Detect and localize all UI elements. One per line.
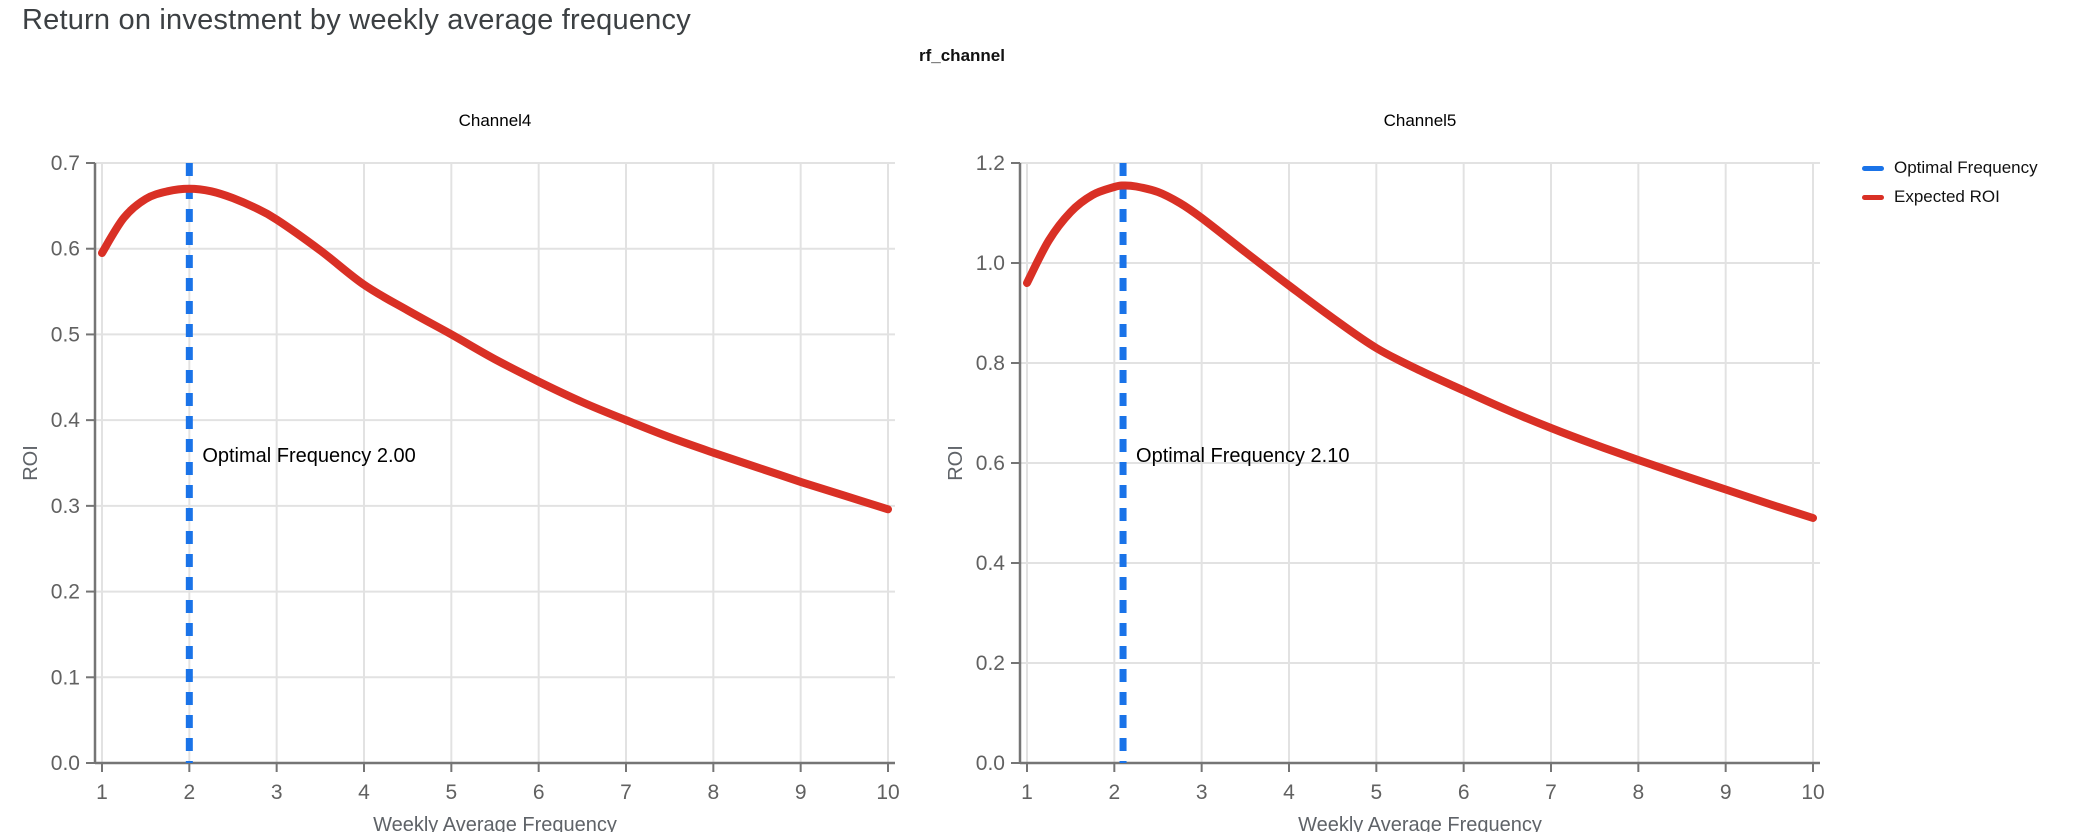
subplot-title: Channel5 bbox=[1384, 111, 1457, 130]
chart-channel4: 1 2 3 4 5 6 7 8 9 10 0.0 0.1 0.2 0.3 0.4 0.5 0.6 0.7 Chann… bbox=[15, 92, 950, 836]
x-tick-label: 8 bbox=[707, 781, 719, 804]
chart-channel5: 1 2 3 4 5 6 7 8 9 10 0.0 0.2 0.4 0.6 0.8 1.0 1.2 Channel5… bbox=[940, 92, 1875, 836]
y-tick-label: 0.6 bbox=[51, 238, 80, 261]
y-axis-title: ROI bbox=[945, 445, 967, 481]
optimal-frequency-legend-swatch-icon bbox=[1862, 165, 1884, 171]
optimal-frequency-annotation: Optimal Frequency 2.00 bbox=[202, 445, 415, 467]
legend-label: Optimal Frequency bbox=[1894, 158, 2038, 177]
axis-ticks: 1 2 3 4 5 6 7 8 9 10 0.0 0.1 0.2 0.3 0.4 0.5 0.6 0.7 bbox=[51, 152, 900, 804]
x-tick-label: 6 bbox=[533, 781, 545, 804]
y-tick-label: 0.0 bbox=[976, 752, 1005, 775]
y-tick-label: 0.1 bbox=[51, 666, 80, 689]
x-tick-label: 2 bbox=[183, 781, 195, 804]
y-tick-label: 0.4 bbox=[51, 409, 81, 432]
y-tick-label: 1.2 bbox=[976, 152, 1005, 175]
optimal-frequency-annotation: Optimal Frequency 2.10 bbox=[1136, 445, 1349, 467]
x-tick-label: 10 bbox=[876, 781, 899, 804]
subplot-title: Channel4 bbox=[459, 111, 532, 130]
chart-canvas: 1 2 3 4 5 6 7 8 9 10 0.0 0.2 0.4 0.6 0.8 1.0 1.2 Channel5… bbox=[945, 111, 1825, 836]
y-axis-title: ROI bbox=[20, 445, 42, 481]
x-tick-label: 5 bbox=[1370, 781, 1382, 804]
y-tick-label: 0.4 bbox=[976, 552, 1006, 575]
expected-roi-legend-swatch-icon bbox=[1862, 194, 1884, 200]
x-tick-label: 7 bbox=[1545, 781, 1557, 804]
gridlines bbox=[1020, 162, 1820, 763]
x-tick-label: 5 bbox=[445, 781, 457, 804]
axis-ticks: 1 2 3 4 5 6 7 8 9 10 0.0 0.2 0.4 0.6 0.8 1.0 1.2 bbox=[976, 152, 1825, 804]
x-tick-label: 9 bbox=[1720, 781, 1732, 804]
facet-label: rf_channel bbox=[919, 46, 1005, 65]
x-tick-label: 10 bbox=[1801, 781, 1824, 804]
x-axis-title: Weekly Average Frequency bbox=[1298, 814, 1542, 832]
y-tick-label: 1.0 bbox=[976, 252, 1005, 275]
x-tick-label: 8 bbox=[1632, 781, 1644, 804]
expected-roi-curve[interactable] bbox=[98, 184, 892, 514]
x-tick-label: 6 bbox=[1458, 781, 1470, 804]
legend: Optimal Frequency Expected ROI bbox=[1862, 158, 2038, 207]
x-tick-label: 4 bbox=[1283, 781, 1295, 804]
legend-item-expected-roi[interactable]: Expected ROI bbox=[1862, 187, 2038, 207]
page-title: Return on investment by weekly average f… bbox=[22, 4, 691, 36]
y-tick-label: 0.5 bbox=[51, 323, 80, 346]
y-tick-label: 0.0 bbox=[51, 752, 80, 775]
legend-item-optimal-frequency[interactable]: Optimal Frequency bbox=[1862, 158, 2038, 178]
legend-label: Expected ROI bbox=[1894, 187, 2000, 206]
chart-canvas: 1 2 3 4 5 6 7 8 9 10 0.0 0.1 0.2 0.3 0.4 0.5 0.6 0.7 Chann… bbox=[20, 111, 900, 836]
x-tick-label: 9 bbox=[795, 781, 807, 804]
x-tick-label: 3 bbox=[271, 781, 283, 804]
y-tick-label: 0.6 bbox=[976, 452, 1005, 475]
y-tick-label: 0.3 bbox=[51, 495, 80, 518]
y-tick-label: 0.2 bbox=[51, 581, 80, 604]
x-tick-label: 2 bbox=[1108, 781, 1120, 804]
x-tick-label: 7 bbox=[620, 781, 632, 804]
expected-roi-curve[interactable] bbox=[1023, 181, 1817, 522]
x-tick-label: 1 bbox=[1021, 781, 1033, 804]
x-tick-label: 3 bbox=[1196, 781, 1208, 804]
x-tick-label: 4 bbox=[358, 781, 370, 804]
y-tick-label: 0.8 bbox=[976, 352, 1005, 375]
x-axis-title: Weekly Average Frequency bbox=[373, 814, 617, 832]
gridlines bbox=[95, 162, 895, 763]
x-tick-label: 1 bbox=[96, 781, 108, 804]
y-tick-label: 0.7 bbox=[51, 152, 80, 175]
y-tick-label: 0.2 bbox=[976, 652, 1005, 675]
